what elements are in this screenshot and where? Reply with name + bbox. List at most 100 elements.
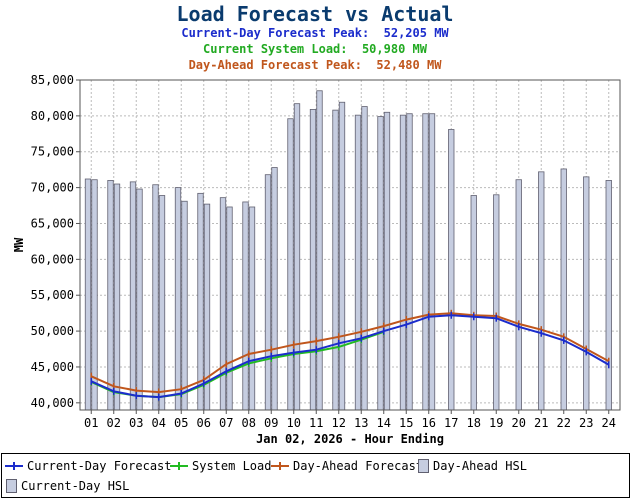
- y-tick-label: 70,000: [31, 181, 74, 195]
- day-ahead-hsl-bar: [152, 184, 159, 411]
- current-day-hsl-bar: [316, 90, 323, 411]
- x-tick-label: 21: [534, 416, 548, 430]
- current-day-hsl-bar: [293, 103, 301, 411]
- x-tick-label: 13: [354, 416, 368, 430]
- y-tick-label: 75,000: [31, 145, 74, 159]
- current-day-hsl-bar: [515, 179, 522, 411]
- legend-day-ahead-forecast[interactable]: Day-Ahead Forecast: [271, 458, 423, 474]
- current-day-hsl-bar: [448, 129, 455, 411]
- x-tick-label: 23: [579, 416, 593, 430]
- chart-title: Load Forecast vs Actual: [176, 2, 454, 26]
- x-tick-label: 16: [422, 416, 436, 430]
- day-ahead-hsl-bar: [197, 192, 204, 411]
- y-tick-label: 85,000: [31, 73, 74, 87]
- x-tick-label: 01: [84, 416, 98, 430]
- legend-day-ahead-hsl[interactable]: Day-Ahead HSL: [414, 458, 527, 474]
- y-axis-label: MW: [12, 237, 26, 252]
- current-day-hsl-bar: [226, 206, 233, 411]
- current-day-hsl-bar: [538, 171, 545, 411]
- x-tick-label: 09: [264, 416, 278, 430]
- current-day-hsl-bar: [383, 111, 391, 411]
- system-load-line-icon: [170, 462, 188, 470]
- current-day-hsl-bar: [338, 101, 346, 411]
- x-tick-label: 24: [602, 416, 616, 430]
- day-ahead-hsl-bar: [377, 116, 384, 411]
- y-tick-label: 50,000: [31, 324, 74, 338]
- x-tick-label: 22: [557, 416, 571, 430]
- current-day-hsl-bar: [493, 194, 500, 411]
- current-day-hsl-bar: [428, 113, 436, 411]
- y-tick-label: 55,000: [31, 288, 74, 302]
- current-day-hsl-bar: [136, 188, 143, 411]
- current-day-hsl-bar: [181, 200, 188, 411]
- legend-label: Current-Day HSL: [21, 479, 130, 493]
- grid-lines: [80, 79, 620, 410]
- current-day-line-icon: [5, 462, 23, 470]
- system-load-subtitle: Current System Load: 50,980 MW: [203, 42, 427, 56]
- day-ahead-hsl-bar: [354, 114, 362, 411]
- current-day-hsl-bar: [158, 195, 166, 411]
- y-tick-label: 45,000: [31, 360, 74, 374]
- x-tick-label: 15: [399, 416, 413, 430]
- day-ahead-hsl-bar: [129, 181, 137, 411]
- legend-system-load[interactable]: System Load: [170, 458, 271, 474]
- x-tick-label: 06: [197, 416, 211, 430]
- day-ahead-hsl-bar: [242, 201, 249, 411]
- x-tick-label: 03: [129, 416, 143, 430]
- current-day-hsl-bar: [605, 180, 612, 411]
- current-day-hsl-bar: [470, 195, 477, 411]
- current-day-hsl-bar: [583, 176, 590, 411]
- day-ahead-line-icon: [271, 462, 289, 470]
- plot-border: [79, 79, 621, 411]
- y-tick-label: 40,000: [31, 396, 74, 410]
- day-ahead-hsl-bar: [399, 114, 407, 411]
- x-tick-label: 11: [309, 416, 323, 430]
- x-tick-label: 18: [467, 416, 481, 430]
- day-ahead-peak-subtitle: Day-Ahead Forecast Peak: 52,480 MW: [188, 58, 442, 72]
- day-ahead-hsl-bar: [264, 174, 272, 411]
- x-tick-label: 19: [489, 416, 503, 430]
- day-ahead-hsl-bar: [107, 180, 114, 411]
- current-day-forecast-line: [90, 314, 610, 399]
- day-ahead-hsl-bar: [174, 187, 182, 411]
- x-tick-label: 10: [287, 416, 301, 430]
- chart-legend: Current-Day Forecast System Load Day-Ahe…: [1, 453, 630, 498]
- legend-current-day-forecast[interactable]: Current-Day Forecast: [5, 458, 172, 474]
- current-day-hsl-bar: [560, 168, 567, 411]
- current-day-hsl-bar: [248, 206, 256, 411]
- x-tick-label: 17: [444, 416, 458, 430]
- current-day-hsl-bar: [91, 179, 98, 411]
- y-tick-label: 80,000: [31, 109, 74, 123]
- day-ahead-hsl-bar: [332, 109, 339, 411]
- x-tick-label: 20: [512, 416, 526, 430]
- x-tick-label: 14: [377, 416, 391, 430]
- series-lines: [90, 309, 610, 401]
- legend-label: Day-Ahead HSL: [433, 459, 527, 473]
- current-day-hsl-bar: [361, 106, 368, 411]
- legend-label: Current-Day Forecast: [27, 459, 172, 473]
- current-day-hsl-bar: [406, 113, 413, 411]
- current-day-peak-subtitle: Current-Day Forecast Peak: 52,205 MW: [181, 26, 449, 40]
- x-tick-label: 04: [152, 416, 166, 430]
- x-axis-label: Jan 02, 2026 - Hour Ending: [256, 432, 444, 446]
- plot-area: [80, 80, 620, 410]
- x-tick-label: 12: [332, 416, 346, 430]
- y-tick-label: 60,000: [31, 252, 74, 266]
- day-ahead-forecast-line: [90, 312, 610, 394]
- day-ahead-hsl-bar: [287, 118, 294, 411]
- day-ahead-hsl-bar: [309, 109, 317, 411]
- x-tick-label: 08: [242, 416, 256, 430]
- legend-label: System Load: [192, 459, 272, 473]
- legend-current-day-hsl[interactable]: Current-Day HSL: [2, 478, 129, 494]
- day-ahead-hsl-bar: [84, 178, 92, 411]
- x-tick-label: 02: [107, 416, 121, 430]
- hsl-bar-icon: [6, 479, 17, 493]
- load-chart: 40,000 45,000 50,000 55,000 60,000 65,000 70,0…: [12, 73, 621, 446]
- day-ahead-hsl-bar: [422, 113, 429, 411]
- current-day-hsl-bar: [271, 167, 278, 411]
- axes: 40,000 45,000 50,000 55,000 60,000 65,000 70,0…: [31, 73, 621, 430]
- hsl-bar-icon: [418, 459, 429, 473]
- x-tick-label: 05: [174, 416, 188, 430]
- x-tick-label: 07: [219, 416, 233, 430]
- day-ahead-hsl-bar: [219, 197, 227, 411]
